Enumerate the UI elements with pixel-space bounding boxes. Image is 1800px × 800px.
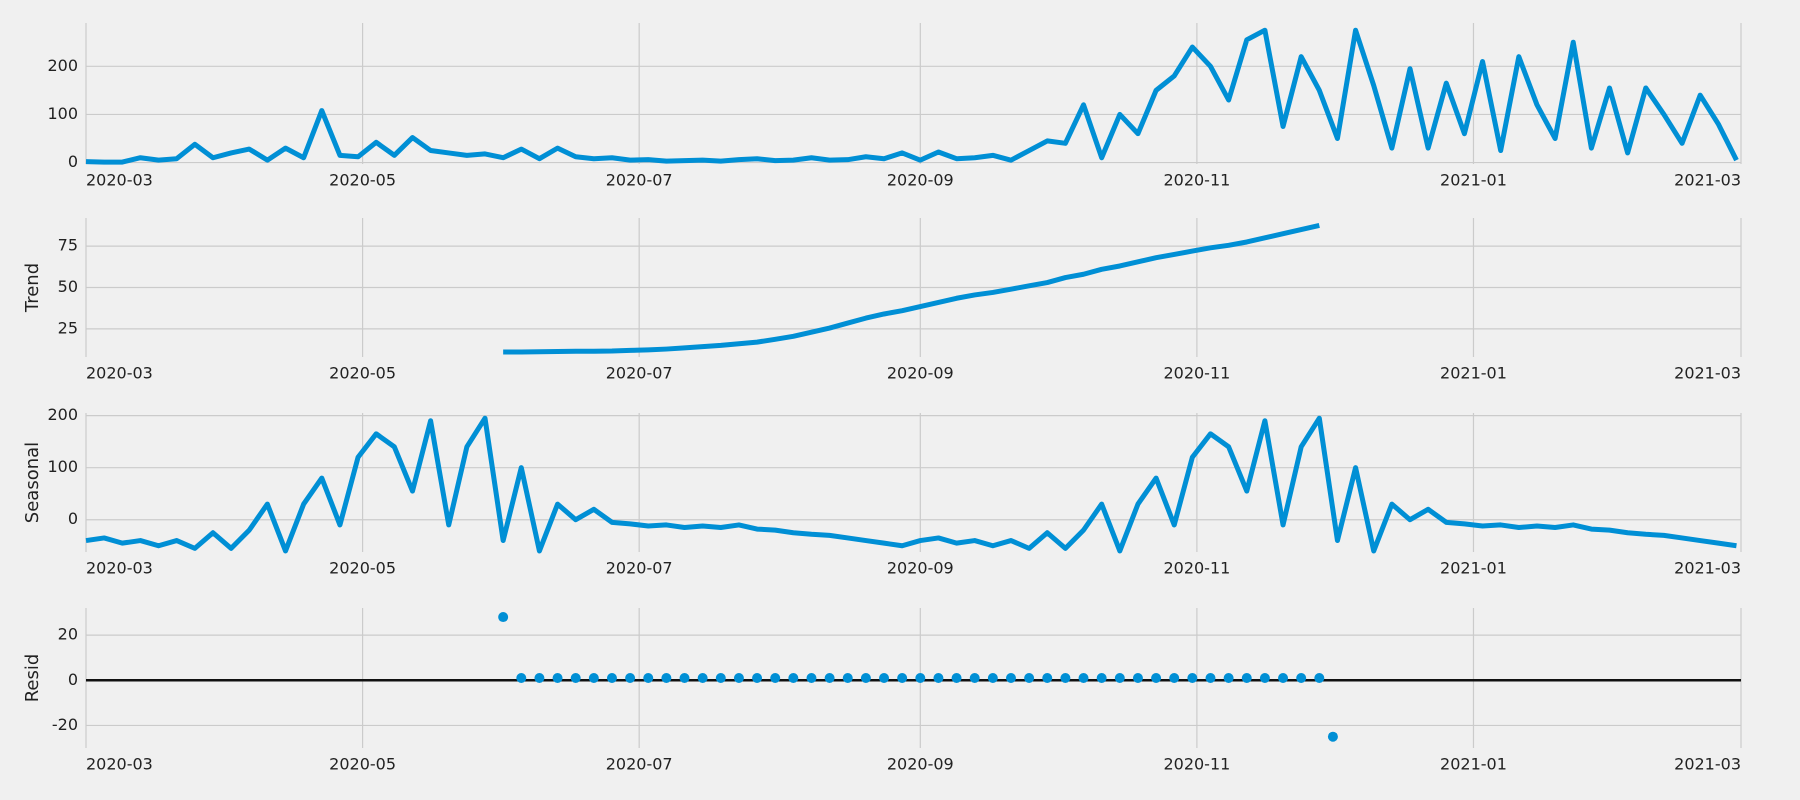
resid-point: [516, 673, 527, 683]
y-tick-label: 75: [58, 236, 78, 255]
y-tick-label: 100: [47, 457, 78, 476]
y-axis-label: Seasonal: [22, 442, 43, 523]
x-tick-label: 2020-07: [606, 755, 673, 774]
resid-point: [1205, 673, 1216, 683]
resid-point: [879, 673, 890, 683]
x-tick-label: 2020-03: [86, 171, 153, 190]
resid-point: [788, 673, 799, 683]
resid-point: [915, 673, 926, 683]
resid-point: [897, 673, 908, 683]
x-tick-label: 2020-09: [887, 559, 954, 578]
resid-point: [679, 673, 690, 683]
resid-point: [733, 673, 744, 683]
resid-point: [552, 673, 563, 683]
resid-point: [951, 673, 962, 683]
resid-point: [1296, 673, 1307, 683]
resid-point: [1132, 673, 1143, 683]
resid-point: [1278, 673, 1289, 683]
x-tick-label: 2021-03: [1674, 364, 1741, 383]
x-tick-label: 2020-11: [1163, 171, 1230, 190]
y-tick-label: 0: [68, 152, 78, 171]
y-tick-label: 20: [58, 625, 78, 644]
resid-point: [842, 673, 853, 683]
resid-point: [1241, 673, 1252, 683]
y-axis-label: Resid: [22, 654, 43, 703]
x-tick-label: 2020-03: [86, 755, 153, 774]
y-tick-label: 0: [68, 670, 78, 689]
y-tick-label: 200: [47, 405, 78, 424]
resid-point: [1024, 673, 1035, 683]
resid-point: [1078, 673, 1089, 683]
y-tick-label: -20: [52, 715, 78, 734]
resid-point: [1259, 673, 1270, 683]
x-tick-label: 2020-09: [887, 755, 954, 774]
resid-point: [1005, 673, 1016, 683]
x-tick-label: 2021-03: [1674, 171, 1741, 190]
resid-point: [534, 673, 545, 683]
y-tick-label: 25: [58, 318, 78, 337]
resid-point: [570, 673, 581, 683]
resid-point: [1223, 673, 1234, 683]
resid-point: [770, 673, 781, 683]
y-axis-label: Trend: [22, 263, 43, 313]
resid-point: [860, 673, 871, 683]
y-tick-label: 50: [58, 277, 78, 296]
x-tick-label: 2020-05: [329, 171, 396, 190]
resid-point: [969, 673, 980, 683]
resid-point: [498, 612, 509, 623]
resid-point: [1096, 673, 1107, 683]
x-tick-label: 2020-11: [1163, 364, 1230, 383]
x-tick-label: 2021-03: [1674, 755, 1741, 774]
resid-point: [752, 673, 763, 683]
x-tick-label: 2021-01: [1440, 755, 1507, 774]
resid-point: [1169, 673, 1180, 683]
resid-point: [806, 673, 817, 683]
resid-point: [933, 673, 944, 683]
resid-point: [1114, 673, 1125, 683]
resid-point: [1327, 731, 1338, 742]
x-tick-label: 2020-11: [1163, 755, 1230, 774]
x-tick-label: 2020-09: [887, 171, 954, 190]
resid-point: [625, 673, 636, 683]
x-tick-label: 2020-09: [887, 364, 954, 383]
resid-point: [606, 673, 617, 683]
data-line: [85, 415, 1737, 554]
resid-point: [1042, 673, 1053, 683]
x-tick-label: 2020-03: [86, 364, 153, 383]
resid-point: [1314, 673, 1325, 683]
resid-point: [987, 673, 998, 683]
resid-point: [824, 673, 835, 683]
x-tick-label: 2021-03: [1674, 559, 1741, 578]
resid-point: [1060, 673, 1071, 683]
x-tick-label: 2020-11: [1163, 559, 1230, 578]
resid-point: [643, 673, 654, 683]
x-tick-label: 2020-07: [606, 559, 673, 578]
x-tick-label: 2020-05: [329, 755, 396, 774]
x-tick-label: 2021-01: [1440, 559, 1507, 578]
x-tick-label: 2021-01: [1440, 171, 1507, 190]
x-tick-label: 2020-07: [606, 364, 673, 383]
x-tick-label: 2020-05: [329, 559, 396, 578]
resid-point: [661, 673, 672, 683]
x-tick-label: 2020-07: [606, 171, 673, 190]
data-line: [85, 27, 1739, 165]
y-tick-label: 0: [68, 509, 78, 528]
x-tick-label: 2020-05: [329, 364, 396, 383]
y-tick-label: 200: [47, 56, 78, 75]
data-line: [503, 223, 1320, 355]
x-tick-label: 2021-01: [1440, 364, 1507, 383]
x-tick-label: 2020-03: [86, 559, 153, 578]
y-tick-label: 100: [47, 104, 78, 123]
resid-point: [697, 673, 708, 683]
resid-point: [715, 673, 726, 683]
resid-point: [1151, 673, 1162, 683]
resid-point: [1187, 673, 1198, 683]
resid-point: [588, 673, 599, 683]
